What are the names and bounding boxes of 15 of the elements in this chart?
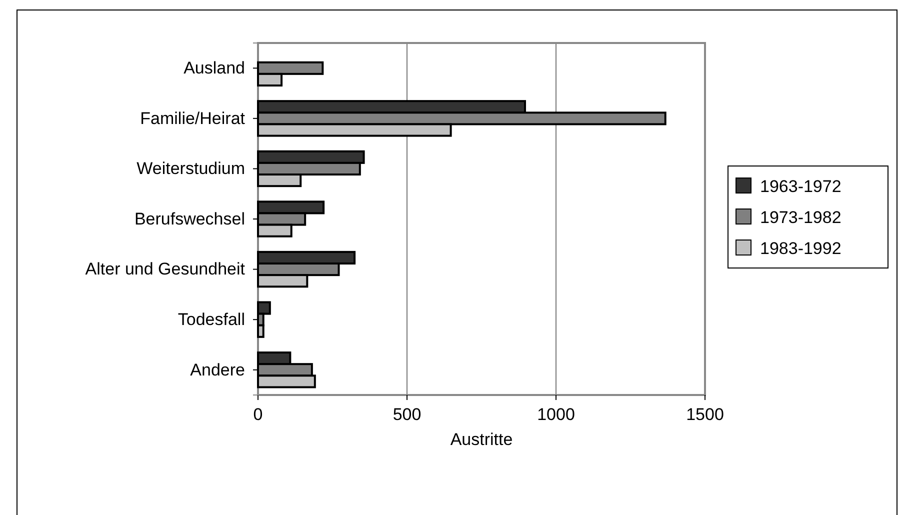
x-tick-label: 500 bbox=[392, 405, 422, 424]
y-tick-label: Weiterstudium bbox=[136, 159, 245, 178]
x-axis-title: Austritte bbox=[450, 430, 513, 449]
y-tick-label: Ausland bbox=[184, 58, 245, 78]
y-tick-label: Alter und Gesundheit bbox=[85, 260, 246, 279]
legend-label: 1973-1982 bbox=[760, 208, 842, 227]
x-tick-label: 1500 bbox=[686, 405, 724, 424]
y-tick-label: Familie/Heirat bbox=[140, 108, 246, 128]
legend-label: 1963-1972 bbox=[760, 177, 842, 196]
y-tick-label: Andere bbox=[190, 360, 245, 380]
x-tick-label: 0 bbox=[253, 405, 263, 424]
x-tick-label: 1000 bbox=[537, 405, 575, 424]
y-tick-label: Berufswechsel bbox=[134, 209, 245, 228]
legend-label: 1983-1992 bbox=[760, 239, 842, 258]
y-tick-label: Todesfall bbox=[178, 310, 245, 330]
